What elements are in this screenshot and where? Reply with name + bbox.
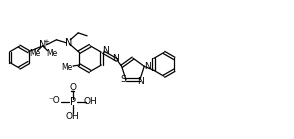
Text: OH: OH xyxy=(84,97,97,106)
Text: Me: Me xyxy=(46,49,57,58)
Text: ⁻O: ⁻O xyxy=(48,96,60,105)
Text: Me: Me xyxy=(29,49,40,58)
Text: N: N xyxy=(102,46,108,55)
Text: N: N xyxy=(65,38,72,48)
Text: OH: OH xyxy=(66,112,80,121)
Text: +: + xyxy=(43,39,49,45)
Text: P: P xyxy=(70,97,76,107)
Text: N: N xyxy=(144,62,151,71)
Text: N: N xyxy=(138,77,144,86)
Text: N: N xyxy=(112,54,118,63)
Text: Me: Me xyxy=(61,63,73,72)
Text: O: O xyxy=(69,83,76,92)
Text: S: S xyxy=(120,75,126,84)
Text: N: N xyxy=(39,40,46,50)
